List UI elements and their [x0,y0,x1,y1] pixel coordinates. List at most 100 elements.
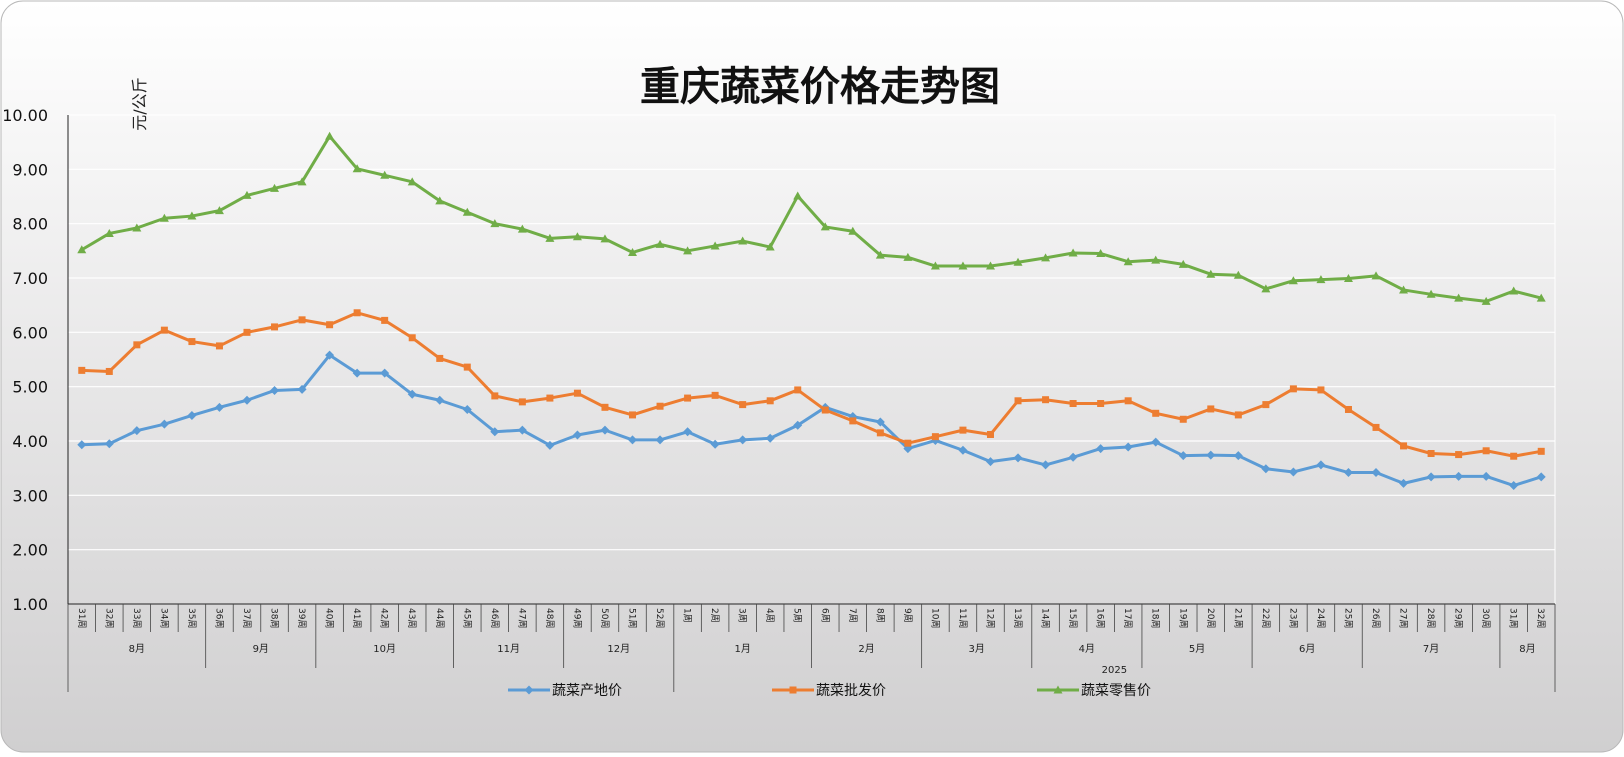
x-tick-label: 15周 [1067,608,1078,628]
x-tick-label: 4周 [764,608,775,623]
data-point [1427,449,1435,457]
chart-title: 重庆蔬菜价格走势图 [640,64,1000,110]
x-tick-label: 10周 [929,608,940,628]
data-point [765,242,775,251]
x-tick-label: 1周 [682,608,693,623]
x-tick-label: 20周 [1205,608,1216,628]
data-point [133,341,141,349]
data-point [958,445,968,455]
data-point [462,207,472,216]
data-point [490,427,500,437]
x-tick-label: 5周 [792,608,803,623]
month-label: 5月 [1189,643,1205,655]
legend-label: 蔬菜零售价 [1081,683,1151,699]
data-point [408,334,416,342]
data-point [1509,286,1519,295]
data-point [297,384,307,394]
y-tick-label: 7.00 [12,269,48,288]
y-axis-label: 元/公斤 [130,77,149,130]
y-tick-label: 2.00 [12,541,48,560]
x-tick-label: 9周 [902,608,913,623]
data-point [436,354,444,362]
data-point [628,247,638,256]
x-tick-label: 27周 [1398,608,1409,628]
data-point [1262,401,1270,409]
x-tick-label: 28周 [1425,608,1436,628]
data-point [1288,467,1298,477]
x-tick-label: 52周 [654,608,665,628]
data-point [1041,460,1051,470]
x-tick-label: 31周 [1508,608,1519,628]
data-point [490,219,500,228]
data-point [1536,472,1546,482]
data-point [132,426,142,436]
data-point [77,245,87,254]
x-tick-label: 38周 [269,608,280,628]
data-point [793,191,803,200]
data-point [1343,468,1353,478]
x-tick-label: 25周 [1342,608,1353,628]
data-point [931,433,939,441]
x-tick-label: 48周 [544,608,555,628]
data-point [1372,423,1380,431]
data-point [875,250,885,259]
x-tick-label: 30周 [1480,608,1491,628]
data-point [381,316,389,324]
data-point [876,429,884,437]
data-point [821,406,829,414]
data-point [214,206,224,215]
data-point [1399,478,1409,488]
data-point [738,435,748,445]
data-point [518,398,526,406]
legend-label: 蔬菜产地价 [552,683,622,699]
legend-marker [789,686,797,694]
data-point [930,261,940,270]
data-point [958,261,968,270]
data-point [1096,444,1106,454]
month-label: 11月 [497,643,520,655]
x-tick-label: 49周 [571,608,582,628]
data-point [959,426,967,434]
data-point [601,403,609,411]
x-tick-label: 22周 [1260,608,1271,628]
data-point [435,395,445,405]
data-point [1399,285,1409,294]
data-point [546,394,554,402]
data-point [710,241,720,250]
data-point [1123,442,1133,452]
data-point [1317,386,1325,394]
data-point [1233,270,1243,279]
data-point [655,239,665,248]
y-tick-label: 1.00 [12,595,48,614]
data-point [1178,259,1188,268]
data-point [1151,437,1161,447]
data-point [1151,255,1161,264]
data-point [380,170,390,179]
data-point [820,222,830,231]
x-tick-label: 35周 [186,608,197,628]
x-tick-label: 17周 [1122,608,1133,628]
data-point [794,386,802,394]
data-point [104,439,114,449]
y-tick-label: 9.00 [12,160,48,179]
data-point [1343,274,1353,283]
y-tick-label: 5.00 [12,378,48,397]
data-point [1400,442,1408,450]
x-tick-label: 44周 [434,608,445,628]
x-tick-label: 31周 [76,608,87,628]
axes [67,115,1556,692]
series-1 [77,350,1546,491]
data-point [271,323,279,331]
x-tick-label: 33周 [131,608,142,628]
x-tick-label: 24周 [1315,608,1326,628]
data-point [1261,284,1271,293]
x-tick-label: 19周 [1177,608,1188,628]
data-point [1178,451,1188,461]
data-point [517,224,527,233]
x-tick-label: 12周 [984,608,995,628]
data-point [297,177,307,186]
data-point [1510,452,1518,460]
data-point [353,309,361,317]
month-label: 9月 [253,643,269,655]
